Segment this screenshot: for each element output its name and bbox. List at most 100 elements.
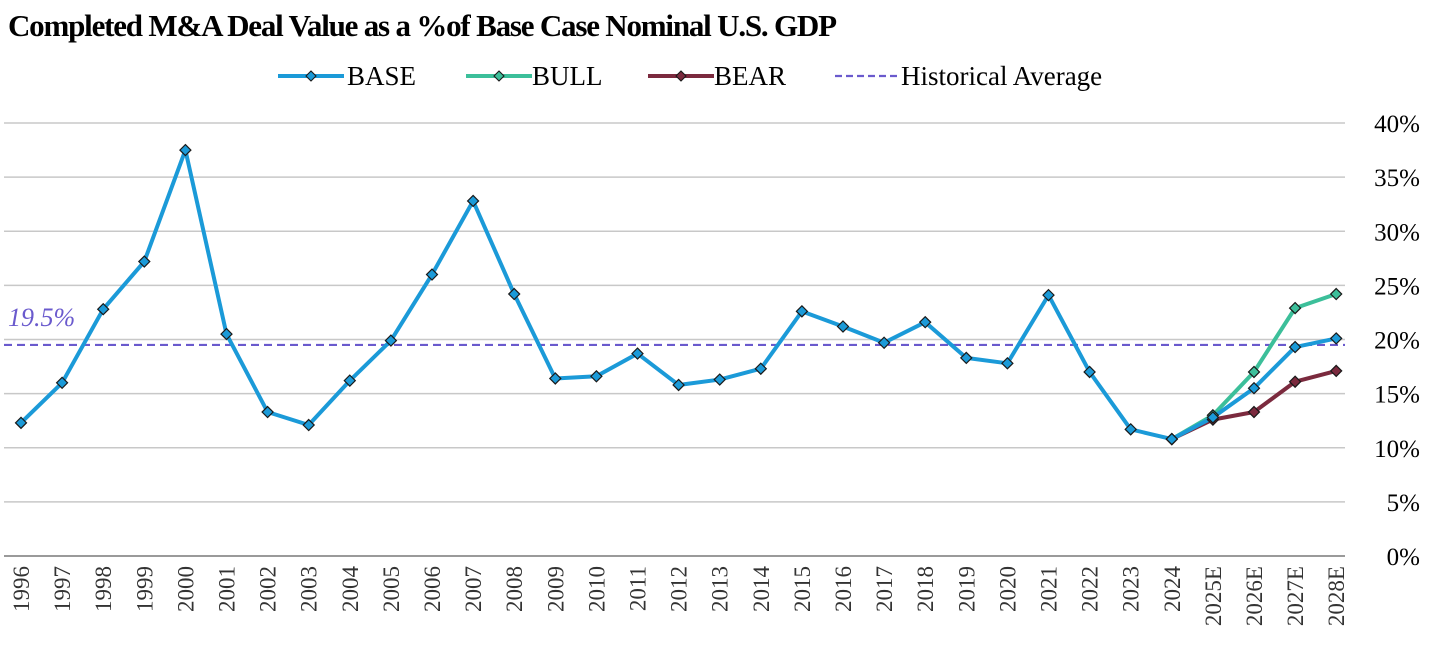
legend-item-historical-average: Historical Average [835,61,1102,91]
x-tick-label: 2023 [1119,566,1144,612]
data-point-base [14,416,28,430]
data-point-base [918,315,932,329]
data-point-base [631,347,644,360]
data-point-base [384,334,398,347]
x-tick-label: 2003 [297,566,322,612]
y-tick-label: 15% [1374,382,1420,409]
x-tick-label: 2026E [1242,566,1267,626]
x-tick-label: 2009 [543,566,568,612]
x-tick-label: 1999 [132,566,157,612]
data-point-base [1124,422,1138,436]
x-axis: 1996 1997 1998 1999 2000 2001 2002 2003 2004 2005… [9,566,1349,627]
x-tick-label: 2021 [1037,566,1062,612]
series-line-base [19,148,1339,442]
legend-label: BEAR [714,61,786,91]
y-tick-label: 10% [1374,436,1420,463]
y-tick-label: 5% [1387,490,1420,517]
y-tick-label: 20% [1374,328,1420,355]
series-lines [19,148,1339,442]
x-tick-label: 2013 [708,566,733,612]
data-point-base [877,336,891,350]
grid [4,122,1345,557]
data-point-base [137,255,151,268]
x-tick-label: 2019 [954,566,979,612]
y-tick-label: 40% [1374,111,1420,138]
x-tick-label: 2024 [1160,566,1185,613]
x-tick-label: 1998 [91,566,116,612]
x-tick-label: 2000 [173,566,198,612]
x-tick-label: 2007 [461,566,486,612]
x-tick-label: 2027E [1283,566,1308,626]
data-point-base [302,418,316,432]
legend-label: BASE [347,61,416,91]
data-point-bull [1329,287,1343,301]
data-point-base [713,373,727,386]
x-tick-label: 2025E [1201,566,1226,626]
data-point-base [1206,411,1220,424]
y-tick-label: 25% [1374,273,1420,300]
x-tick-label: 2014 [749,566,774,613]
legend-item-bear: BEAR [648,61,786,91]
historical-average-label: 19.5% [8,303,75,332]
x-tick-label: 2028E [1324,566,1349,626]
x-tick-label: 2017 [872,566,897,612]
data-point-base [590,369,603,383]
reference-lines: 19.5% [4,303,1345,347]
x-tick-label: 2002 [256,566,281,612]
x-tick-label: 2016 [831,566,856,612]
y-tick-label: 30% [1374,219,1420,246]
data-point-base [754,362,768,376]
data-point-base [1288,340,1302,354]
x-tick-label: 2011 [626,566,651,611]
x-tick-label: 2006 [420,566,445,612]
x-tick-label: 2004 [338,566,363,613]
data-point-bull [1288,301,1302,315]
data-point-base [795,305,809,318]
legend: BASE BULL BEAR Historical Average [278,61,1102,91]
data-point-base [343,374,357,387]
x-tick-label: 2020 [995,566,1020,612]
data-point-base [672,378,685,392]
x-tick-label: 1996 [9,566,34,612]
x-tick-label: 2008 [502,566,527,612]
data-point-bull [1247,365,1261,379]
data-point-base [96,302,110,316]
legend-marker [305,70,317,82]
data-point-base [179,143,192,157]
x-tick-label: 1997 [50,566,75,612]
x-tick-label: 2005 [379,566,404,612]
x-tick-label: 2015 [790,566,815,612]
data-point-base [959,351,973,365]
y-tick-label: 0% [1387,544,1420,571]
legend-marker [675,70,687,82]
data-point-base [1001,356,1014,370]
data-point-base [836,320,850,333]
data-point-bear [1288,375,1302,389]
data-point-base [55,376,69,390]
legend-label: Historical Average [901,61,1102,91]
data-point-base [1083,365,1096,379]
series-markers [14,143,1343,446]
data-point-bear [1329,364,1343,378]
data-point-base [1165,432,1179,446]
chart-title: Completed M&A Deal Value as a %of Base C… [8,8,837,43]
legend-item-base: BASE [278,61,416,91]
data-point-base [1247,381,1261,395]
data-point-base [466,194,480,208]
x-tick-label: 2001 [215,566,240,612]
x-tick-label: 2010 [584,566,609,612]
series-line-bear [1169,368,1339,442]
legend-item-bull: BULL [466,61,603,91]
data-point-base [261,405,274,419]
x-tick-label: 2022 [1078,566,1103,612]
x-tick-label: 2012 [667,566,692,612]
legend-label: BULL [532,61,603,91]
data-point-base [220,327,233,341]
legend-marker [493,70,505,82]
data-point-base [1042,288,1055,302]
data-point-base [425,268,439,281]
y-tick-label: 35% [1374,165,1420,192]
data-point-base [507,287,521,301]
data-point-bear [1247,405,1261,419]
data-point-base [548,372,562,385]
